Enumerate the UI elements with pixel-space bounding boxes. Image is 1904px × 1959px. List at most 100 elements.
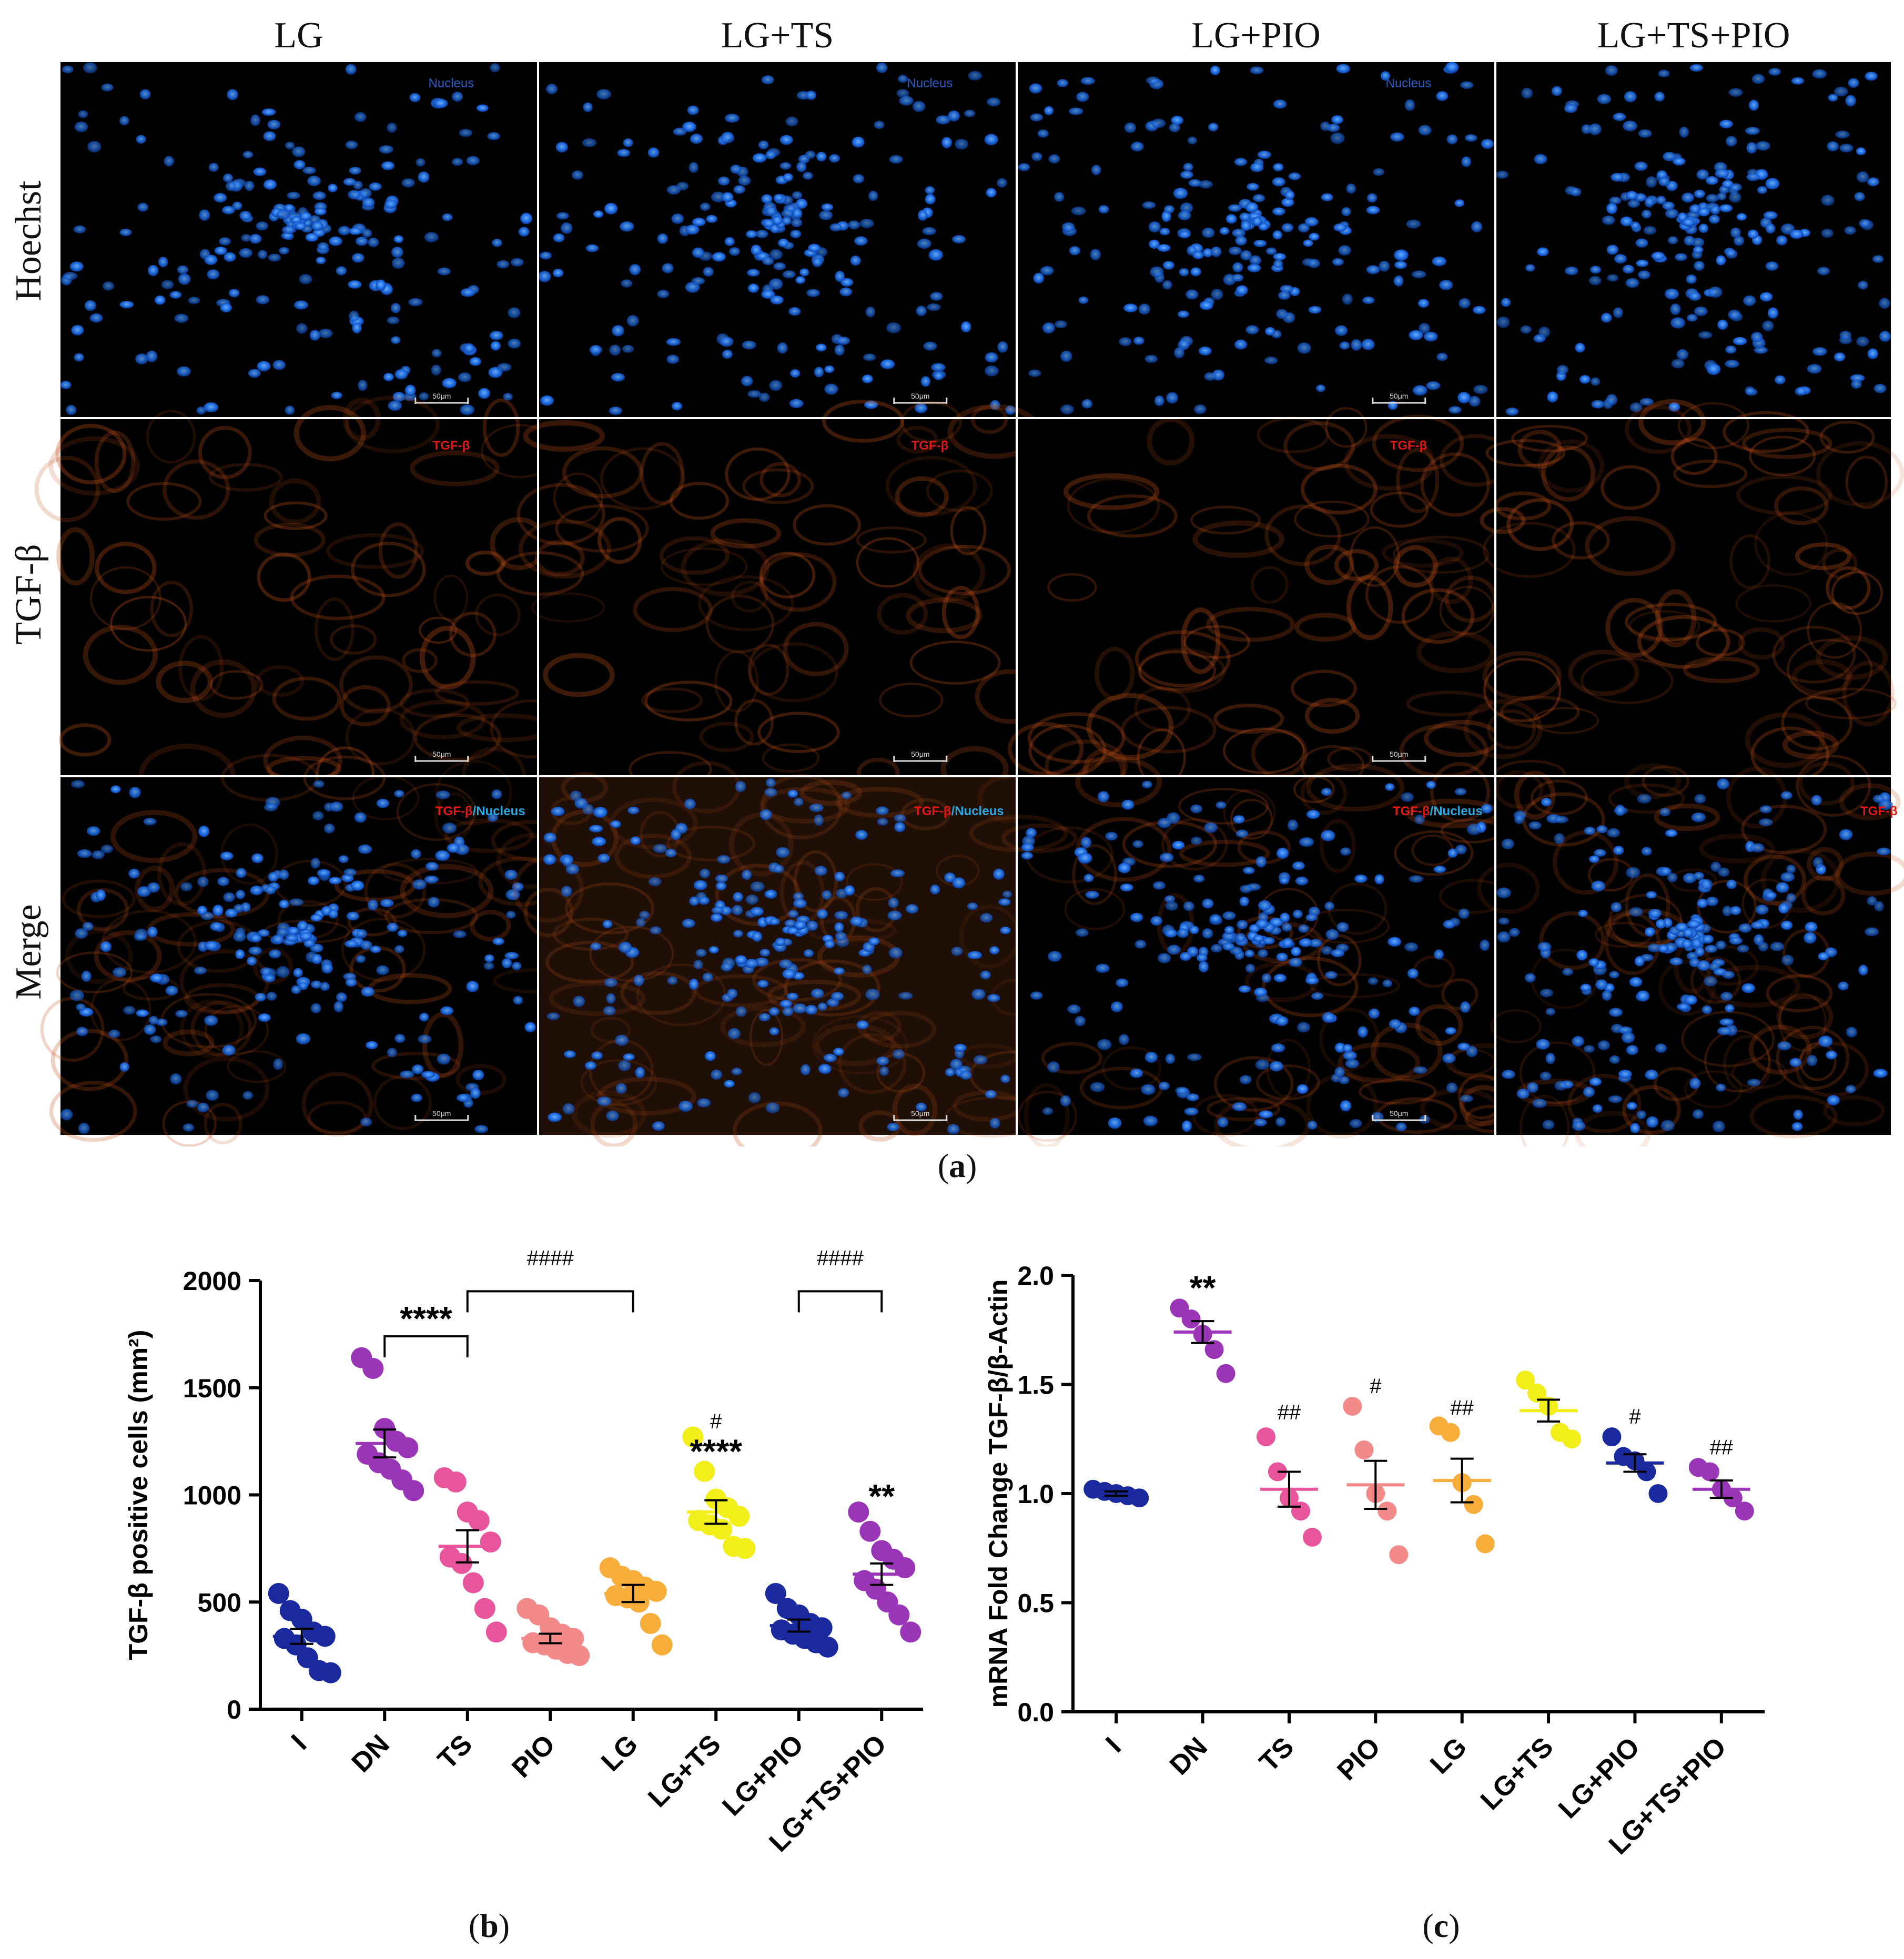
nucleus-blob <box>1728 309 1741 320</box>
nucleus-blob <box>951 947 963 956</box>
tissue-stain <box>1206 607 1295 642</box>
nucleus-blob <box>1636 259 1649 267</box>
nucleus-blob <box>1162 280 1172 290</box>
nucleus-blob <box>1141 780 1152 789</box>
nucleus-blob <box>744 959 758 968</box>
nucleus-blob <box>1670 303 1681 315</box>
tissue-stain <box>1622 1085 1681 1135</box>
tissue-stain <box>1778 992 1827 1052</box>
nucleus-blob <box>1537 942 1552 952</box>
nucleus-blob <box>1606 202 1617 215</box>
nucleus-blob <box>1755 905 1769 915</box>
tissue-stain <box>399 688 470 718</box>
nucleus-blob <box>1264 357 1278 364</box>
nucleus-blob <box>794 920 807 930</box>
nucleus-blob <box>1638 270 1650 279</box>
nucleus-blob <box>727 988 738 999</box>
nucleus-blob <box>1263 937 1275 945</box>
data-point-DN <box>1216 1364 1235 1383</box>
nucleus-blob <box>208 163 219 172</box>
nucleus-blob <box>1684 236 1695 246</box>
nucleus-blob <box>272 934 285 945</box>
annot-lg: ## <box>1450 1397 1474 1420</box>
nucleus-blob <box>1336 922 1349 932</box>
tissue-stain <box>640 442 684 505</box>
nucleus-blob <box>1000 926 1011 935</box>
data-point-PIO <box>1343 1397 1362 1416</box>
nucleus-blob <box>1188 179 1201 187</box>
tissue-stain <box>748 642 839 703</box>
nucleus-blob <box>1202 248 1213 258</box>
nucleus-blob <box>747 283 759 293</box>
nucleus-blob <box>1642 210 1652 219</box>
nucleus-blob <box>1856 147 1866 156</box>
tissue-stain <box>434 792 473 842</box>
nucleus-blob <box>1187 136 1197 145</box>
nucleus-blob <box>1272 177 1285 187</box>
tissue-stain <box>1506 498 1574 551</box>
nucleus-blob <box>1748 99 1759 111</box>
nucleus-blob <box>1505 408 1519 416</box>
nucleus-blob <box>206 1090 219 1101</box>
tissue-stain <box>150 581 194 637</box>
nucleus-blob <box>1697 898 1708 908</box>
tissue-stain <box>1500 695 1581 728</box>
nucleus-blob <box>257 361 271 372</box>
nucleus-blob <box>917 238 931 249</box>
grid-divider <box>1494 62 1496 1135</box>
nucleus-blob <box>1700 879 1713 890</box>
nucleus-blob <box>1623 120 1637 131</box>
nucleus-blob <box>1839 829 1853 840</box>
nucleus-blob <box>1250 66 1264 75</box>
tissue-stain <box>1072 844 1117 906</box>
tissue-stain <box>396 783 477 841</box>
nucleus-blob <box>119 116 129 126</box>
nucleus-blob <box>1417 299 1429 308</box>
tissue-stain <box>1520 1095 1570 1146</box>
nucleus-blob <box>391 336 401 344</box>
nucleus-blob <box>824 365 835 373</box>
tissue-stain <box>597 1077 696 1116</box>
nucleus-blob <box>633 975 644 987</box>
nucleus-blob <box>692 247 704 258</box>
nucleus-blob <box>344 940 358 948</box>
tissue-stain <box>1745 712 1825 768</box>
tissue-stain <box>1704 1029 1770 1093</box>
col-header-LG-TS-PIO: LG+TS+PIO <box>1597 15 1790 56</box>
nucleus-blob <box>1643 226 1657 235</box>
nucleus-blob <box>1409 875 1424 883</box>
nucleus-blob <box>1105 831 1118 841</box>
nucleus-blob <box>1054 320 1067 329</box>
nucleus-blob <box>248 946 262 955</box>
nucleus-blob <box>758 392 770 402</box>
tissue-stain <box>970 405 1008 434</box>
nucleus-blob <box>263 179 277 190</box>
nucleus-blob <box>313 780 325 788</box>
nucleus-blob <box>239 248 252 258</box>
nucleus-blob <box>177 366 191 377</box>
nucleus-blob <box>1747 1079 1761 1087</box>
nucleus-blob <box>923 341 937 351</box>
nucleus-blob <box>1255 1059 1270 1070</box>
nucleus-blob <box>1648 908 1662 918</box>
nucleus-blob <box>721 133 735 144</box>
data-point-LG+TS <box>734 1538 756 1559</box>
nucleus-blob <box>1232 273 1244 282</box>
tissue-stain <box>1346 575 1393 641</box>
tissue-stain <box>1490 1009 1542 1043</box>
nucleus-blob <box>69 261 84 272</box>
label-merge-red: TGF-β <box>436 804 473 818</box>
nucleus-blob <box>214 193 227 203</box>
nucleus-blob <box>1741 983 1755 993</box>
nucleus-blob <box>914 403 927 413</box>
x-tick-label: PIO <box>1331 1731 1386 1786</box>
tissue-stain <box>950 506 987 556</box>
nucleus-blob <box>816 909 828 919</box>
nucleus-blob <box>1457 1042 1471 1051</box>
nucleus-blob <box>1042 1107 1054 1115</box>
nucleus-blob <box>864 400 878 409</box>
y-tick-label: 2000 <box>183 1266 241 1296</box>
nucleus-blob <box>835 270 845 282</box>
tissue-stain <box>1191 1093 1259 1137</box>
